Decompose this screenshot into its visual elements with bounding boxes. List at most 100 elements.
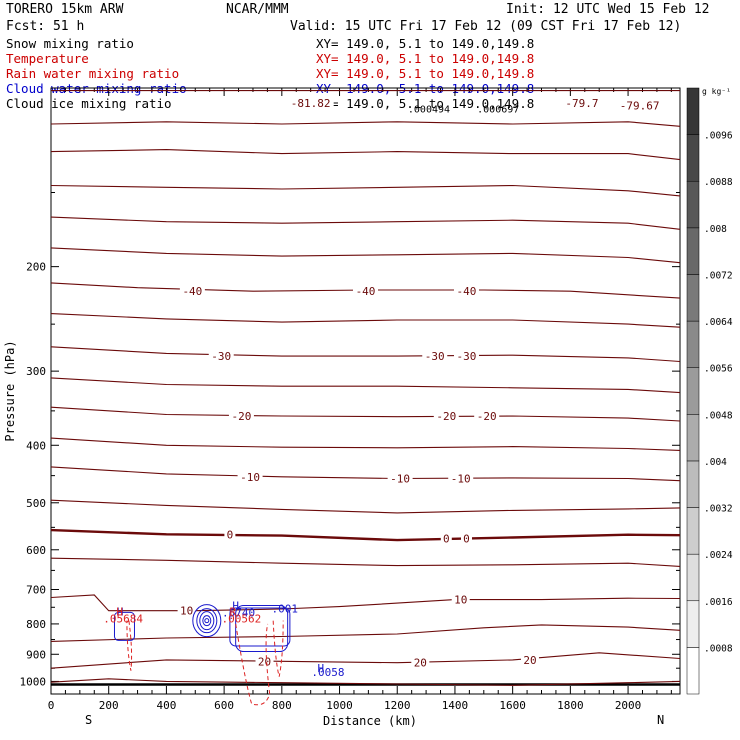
temperature-contour: [50, 149, 681, 161]
cloud-water-max-label: .001: [271, 602, 298, 615]
temperature-contour: [50, 406, 681, 422]
legend-label: Temperature: [6, 51, 89, 66]
colorbar-tick-label: .0072: [704, 270, 733, 281]
x-tick-label: 600: [214, 699, 234, 712]
contour-label-bg: [387, 472, 413, 485]
colorbar-tick-label: .004: [704, 457, 727, 468]
center-name: NCAR/MMM: [226, 2, 289, 17]
temperature-label: -79.67: [620, 99, 660, 112]
temperature-label: -30: [211, 350, 231, 363]
contour-label-bg: [453, 350, 479, 363]
colorbar-cell: [686, 460, 700, 508]
colorbar-tick-label: .0056: [704, 364, 733, 375]
x-tick-label: 800: [272, 699, 292, 712]
colorbar-tick-label: .0048: [704, 410, 733, 421]
valid-time: Valid: 15 UTC Fri 17 Feb 12 (09 CST Fri …: [290, 19, 681, 34]
temperature-label: -79.7: [565, 97, 598, 110]
temperature-label: -20: [477, 410, 497, 423]
temperature-label: -40: [457, 285, 477, 298]
colorbar-cell: [686, 367, 700, 415]
contour-label-bg: [562, 97, 602, 110]
legend-xy: XY= 149.0, 5.1 to 149.0,149.8: [316, 66, 534, 81]
cloud-water-max-label: .5740: [222, 606, 255, 619]
legend-xy: XY= 149.0, 5.1 to 149.0,149.8: [316, 36, 534, 51]
temperature-label: 20: [523, 654, 536, 667]
colorbar-cell: [686, 320, 700, 368]
colorbar-tick-label: .0088: [704, 177, 733, 188]
y-tick-label: 900: [26, 648, 46, 661]
cloud-water-contour: [229, 607, 291, 647]
x-tick-label: 200: [99, 699, 119, 712]
contour-label-bg: [453, 285, 479, 298]
legend-label: Snow mixing ratio: [6, 36, 134, 51]
legend-label: Cloud ice mixing ratio: [6, 96, 172, 111]
cloud-water-max-label: H: [232, 600, 239, 613]
contour-label-bg: [433, 409, 459, 422]
plot-frame: [50, 87, 681, 695]
rain-max-label: .00562: [222, 612, 262, 625]
ice-max-label: .000697: [477, 105, 519, 116]
colorbar-cell: [686, 507, 700, 555]
cloud-water-contour: [199, 611, 215, 631]
y-tick-label: 600: [26, 544, 46, 557]
colorbar-tick-label: .0032: [704, 504, 733, 515]
colorbar-tick-label: .0064: [704, 317, 733, 328]
colorbar-tick-label: .0096: [704, 131, 733, 142]
x-tick-label: 1000: [326, 699, 353, 712]
temperature-contour: [50, 528, 681, 542]
colorbar-unit: g kg⁻¹: [702, 87, 731, 96]
colorbar-cell: [686, 180, 700, 229]
header: TORERO 15km ARW NCAR/MMM Init: 12 UTC We…: [6, 2, 710, 34]
temperature-label: -20: [436, 410, 456, 423]
model-name: TORERO 15km ARW: [6, 2, 124, 17]
y-tick-label: 700: [26, 584, 46, 597]
contour-label-bg: [228, 409, 254, 422]
x-tick-label: 1800: [557, 699, 584, 712]
rain-max-label: .05684: [103, 612, 143, 625]
contour-label-bg: [208, 350, 234, 363]
temperature-contour: [50, 247, 681, 264]
temperature-label: 0: [443, 532, 450, 545]
cloud-water-max-label: H: [317, 662, 324, 675]
rain-contour: [126, 620, 133, 671]
cloud-water-max-label: .0058: [311, 666, 344, 679]
x-axis-label: Distance (km): [323, 714, 417, 728]
temperature-contour: [50, 678, 681, 686]
colorbar-cell: [686, 647, 700, 695]
colorbar-cell: [686, 553, 700, 602]
temperature-label: 20: [414, 657, 427, 670]
contour-label-bg: [353, 285, 378, 298]
contour-label-bg: [411, 656, 430, 669]
legend-xy: XY= 149.0, 5.1 to 149.0,149.8: [316, 96, 534, 111]
temperature-contour: [50, 216, 681, 230]
y-axis-label: Pressure (hPa): [3, 340, 17, 441]
temperature-contour: [50, 377, 681, 394]
colorbar-cell: [686, 600, 700, 648]
temperature-contour: [50, 313, 681, 328]
x-tick-label: 1600: [499, 699, 526, 712]
temperature-label: 10: [454, 594, 467, 607]
y-tick-label: 1000: [20, 675, 47, 688]
contour-label-bg: [440, 532, 452, 545]
cloud-water-contour: [202, 615, 212, 627]
temperature-label: -40: [356, 285, 376, 298]
contour-label-bg: [179, 285, 205, 298]
temperature-label: -30: [425, 350, 445, 363]
cloud-water-contour: [235, 605, 289, 653]
init-time: Init: 12 UTC Wed 15 Feb 12: [506, 2, 710, 17]
temperature-contour: [50, 557, 681, 567]
contour-label-bg: [460, 532, 472, 545]
contour-label-bg: [451, 593, 470, 606]
colorbar-cell: [686, 274, 700, 322]
plot-area: 0 200 400 600 800 1000 1200 1400 1600 1800 2000200…: [3, 87, 681, 728]
temperature-label: 10: [180, 605, 193, 618]
temperature-label: -81.82: [291, 97, 331, 110]
temperature-contour: [50, 184, 681, 197]
colorbar: .0008 .0016 .0024 .0032 .004 .0048 .0056 .0064.…: [686, 87, 733, 695]
contour-label-bg: [474, 409, 500, 422]
temperature-contour: [50, 437, 681, 451]
contour-label-bg: [237, 470, 263, 483]
cloud-water-contour: [113, 611, 135, 641]
cloud-water-contour: [196, 608, 218, 634]
